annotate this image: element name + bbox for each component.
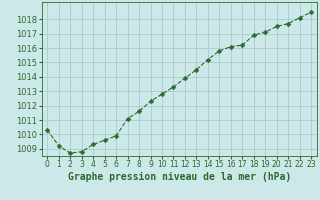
X-axis label: Graphe pression niveau de la mer (hPa): Graphe pression niveau de la mer (hPa) bbox=[68, 172, 291, 182]
